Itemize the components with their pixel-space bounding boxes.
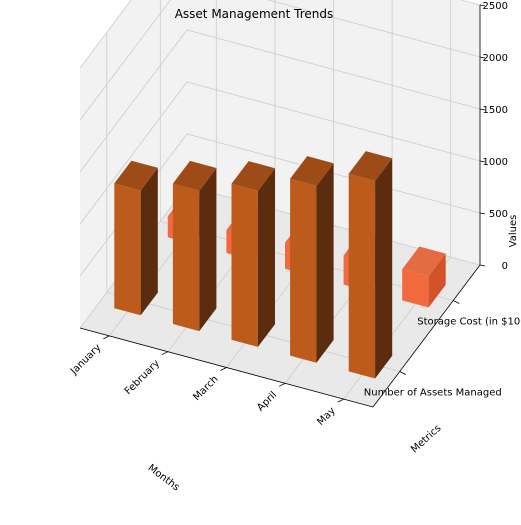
bar-assets-march <box>231 161 275 347</box>
bar-assets-may <box>348 151 393 379</box>
x-tick-label: January <box>68 342 103 377</box>
z-tick <box>479 212 486 215</box>
z-tick <box>479 4 486 7</box>
y-axis-line <box>372 264 481 408</box>
bar-assets-february-side <box>199 168 217 332</box>
bars-layer <box>114 151 446 379</box>
bar-assets-march-top <box>231 161 275 191</box>
y-tick <box>399 371 406 375</box>
bar-assets-january-top <box>114 160 158 191</box>
bar-assets-january-front <box>114 183 141 316</box>
bar-assets-february <box>172 160 217 332</box>
x-tick-label: April <box>255 390 279 414</box>
z-axis-label: Values <box>508 215 519 248</box>
z-tick <box>479 160 486 163</box>
x-tick-label: February <box>123 358 162 397</box>
x-tick <box>337 398 344 403</box>
bar-assets-april <box>290 156 334 363</box>
bar-assets-april-top <box>290 156 334 186</box>
z-tick <box>479 264 486 267</box>
x-tick <box>161 351 169 356</box>
y-tick-label: Storage Cost (in $1000) <box>417 317 521 328</box>
bar-assets-march-side <box>257 168 275 347</box>
bar-storage-may-top <box>402 246 446 277</box>
z-tick-label: 2000 <box>483 53 508 64</box>
bar-assets-april-front <box>290 178 317 363</box>
x-tick-label: May <box>315 405 337 427</box>
z-tick-label: 500 <box>489 209 508 220</box>
x-tick <box>103 335 110 340</box>
bar-assets-april-side <box>316 163 334 363</box>
bar-assets-january-side <box>140 167 158 316</box>
bar-storage-may-side <box>428 253 446 308</box>
y-tick-label: Number of Assets Managed <box>364 388 502 399</box>
grid-line-z <box>79 81 481 225</box>
z-tick-label: 2500 <box>483 1 508 12</box>
y-axis-label: Metrics <box>409 423 443 455</box>
x-axis-label: Months <box>146 463 182 494</box>
bar-assets-may-top <box>348 151 393 181</box>
x-tick <box>220 367 227 371</box>
bar-storage-may-front <box>402 269 429 308</box>
z-tick-label: 1500 <box>483 105 508 116</box>
bar-assets-may-side <box>375 158 393 379</box>
x-tick <box>278 382 286 387</box>
x-tick-label: March <box>191 374 220 403</box>
grid-line-z <box>79 0 481 69</box>
z-tick <box>479 108 486 111</box>
bar-assets-may-front <box>348 173 376 379</box>
z-tick-label: 1000 <box>483 157 508 168</box>
grid-line-z <box>79 0 481 121</box>
bar-assets-march-front <box>231 183 258 347</box>
bar-assets-february-top <box>172 160 217 191</box>
chart-title: Asset Management Trends <box>175 7 334 21</box>
bar-assets-february-front <box>172 183 200 332</box>
bar-storage-may <box>402 246 446 308</box>
y-tick <box>453 300 460 304</box>
z-tick <box>479 56 486 59</box>
z-tick-label: 0 <box>502 261 508 272</box>
grid-line-z <box>79 29 481 173</box>
bar-assets-january <box>114 160 158 316</box>
